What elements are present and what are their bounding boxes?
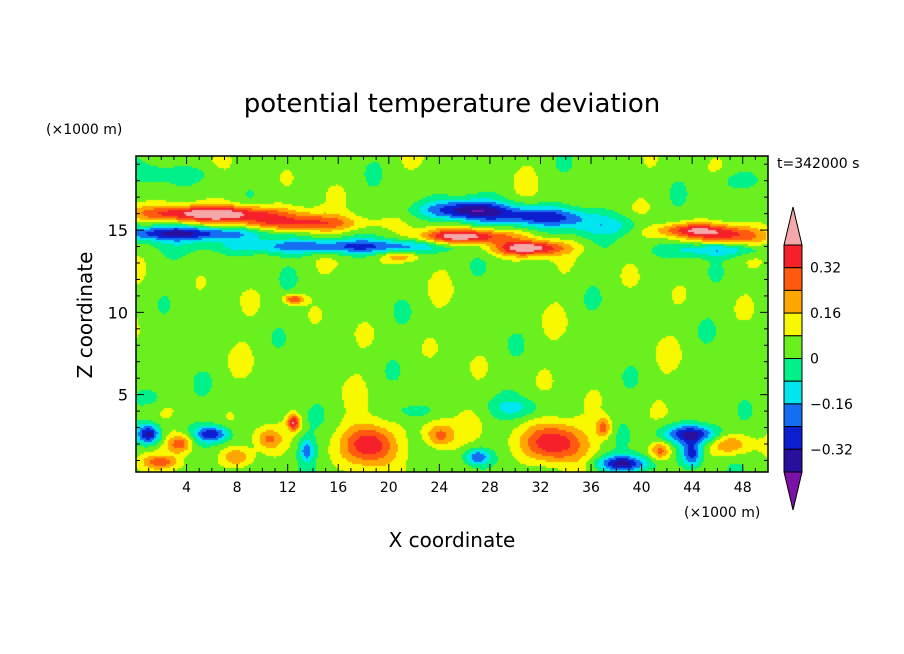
colorbar-box	[783, 358, 803, 382]
x-unit-label: (×1000 m)	[684, 505, 760, 521]
colorbar-extend-min	[783, 471, 803, 511]
colorbar-box	[783, 289, 803, 314]
time-label: t=342000 s	[777, 156, 859, 172]
y-tick-label: 15	[108, 221, 128, 240]
contour-plot	[136, 156, 768, 472]
colorbar-box	[783, 335, 803, 359]
x-tick-label: 40	[633, 480, 651, 496]
contour-field	[136, 156, 768, 472]
y-axis-label: Z coordinate	[73, 252, 97, 379]
x-tick-label: 32	[532, 480, 550, 496]
colorbar-box	[783, 403, 803, 428]
x-tick-label: 16	[329, 480, 347, 496]
colorbar-box	[783, 426, 803, 450]
colorbar-tick-label: −0.16	[810, 397, 853, 413]
x-tick-label: 20	[380, 480, 398, 496]
y-unit-label: (×1000 m)	[46, 122, 122, 138]
colorbar-tick-label: −0.32	[810, 442, 853, 458]
x-tick-label: 12	[279, 480, 297, 496]
chart-title: potential temperature deviation	[244, 89, 660, 119]
colorbar-tick-label: 0.32	[810, 261, 841, 277]
colorbar-extend-max	[783, 206, 803, 246]
colorbar-box	[783, 267, 803, 291]
y-tick-label: 10	[108, 303, 128, 322]
x-tick-label: 36	[582, 480, 600, 496]
x-tick-label: 4	[182, 480, 191, 496]
x-axis-label: X coordinate	[389, 528, 516, 552]
x-tick-label: 8	[233, 480, 242, 496]
colorbar: 0.32 0.16 0 −0.16 −0.32	[783, 206, 853, 511]
y-tick-label: 5	[118, 386, 128, 405]
colorbar-tick-label: 0.16	[810, 306, 841, 322]
x-tick-label: 24	[430, 480, 448, 496]
colorbar-box	[783, 312, 803, 337]
colorbar-tick-label: 0	[810, 352, 819, 368]
x-tick-label: 48	[734, 480, 752, 496]
colorbar-box	[783, 380, 803, 405]
colorbar-box	[783, 244, 803, 269]
x-tick-label: 28	[481, 480, 499, 496]
x-tick-label: 44	[683, 480, 701, 496]
colorbar-box	[783, 448, 803, 473]
